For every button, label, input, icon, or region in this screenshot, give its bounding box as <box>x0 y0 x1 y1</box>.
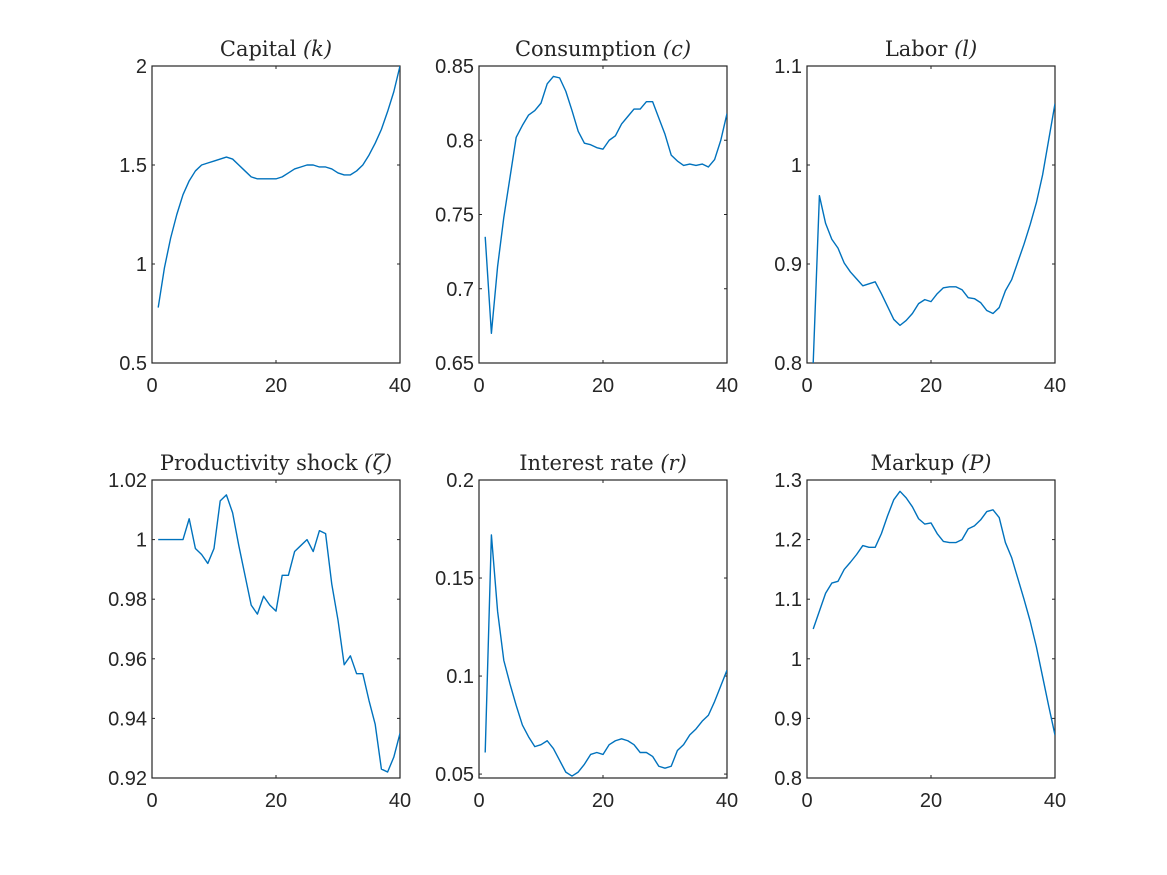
productivity-shock-ytick-label: 0.98 <box>108 589 147 611</box>
interest-rate-title-symbol: (r) <box>660 451 686 475</box>
labor-title-symbol: (l) <box>954 37 977 61</box>
productivity-shock-ytick-label: 0.94 <box>108 708 147 730</box>
interest-rate-xtick-label: 40 <box>716 790 738 812</box>
markup-ytick-label: 0.9 <box>774 708 802 730</box>
markup-panel: Markup (P) 0 20 40 0.8 0.9 1 1.1 1.2 1.3 <box>774 451 1066 812</box>
capital-title-text: Capital <box>220 37 303 61</box>
interest-rate-title-text: Interest rate <box>519 451 660 475</box>
productivity-shock-series-line <box>158 494 400 773</box>
labor-ytick-label: 0.9 <box>774 254 802 276</box>
consumption-title-symbol: (c) <box>663 37 691 61</box>
labor-xtick-label: 20 <box>920 375 942 397</box>
markup-title: Markup (P) <box>871 451 992 475</box>
labor-ytick-label: 1 <box>791 155 802 177</box>
markup-ytick-label: 0.8 <box>774 768 802 790</box>
consumption-title: Consumption (c) <box>515 37 691 61</box>
markup-ytick-label: 1.1 <box>774 589 802 611</box>
capital-ytick-label: 1.5 <box>119 155 147 177</box>
productivity-shock-title-symbol: (ζ) <box>364 451 392 475</box>
capital-title-symbol: (k) <box>303 37 332 61</box>
capital-ytick-label: 2 <box>136 56 147 78</box>
consumption-series-line <box>484 75 727 334</box>
capital-xtick-label: 20 <box>265 375 287 397</box>
consumption-ytick-label: 0.65 <box>435 353 474 375</box>
markup-xtick-label: 0 <box>801 790 812 812</box>
productivity-shock-title: Productivity shock (ζ) <box>160 451 392 475</box>
consumption-panel: Consumption (c) 0 20 40 0.65 0.7 0.75 0.8 0.85 <box>435 37 738 397</box>
productivity-shock-xtick-label: 0 <box>146 790 157 812</box>
labor-title-text: Labor <box>885 37 954 61</box>
consumption-ytick-label: 0.75 <box>435 205 474 227</box>
interest-rate-xtick-label: 0 <box>473 790 484 812</box>
interest-rate-title: Interest rate (r) <box>519 451 687 475</box>
markup-xtick-label: 40 <box>1044 790 1066 812</box>
subplot-grid: Capital (k) 0 20 40 0.5 1 1.5 2 Consumption (c) 0… <box>108 37 1066 812</box>
markup-ytick-label: 1.2 <box>774 530 802 552</box>
capital-ytick-label: 0.5 <box>119 353 147 375</box>
productivity-shock-panel: Productivity shock (ζ) 0 20 40 0.92 0.94 0.96 0… <box>108 451 411 812</box>
productivity-shock-title-text: Productivity shock <box>160 451 364 475</box>
interest-rate-panel: Interest rate (r) 0 20 40 0.05 0.1 0.15 0.2 <box>435 451 738 812</box>
productivity-shock-ytick-label: 0.96 <box>108 649 147 671</box>
consumption-ytick-label: 0.7 <box>446 279 474 301</box>
interest-rate-ytick-label: 0.1 <box>446 666 474 688</box>
capital-title: Capital (k) <box>220 37 332 61</box>
consumption-xtick-label: 0 <box>473 375 484 397</box>
markup-title-text: Markup <box>871 451 961 475</box>
labor-xtick-label: 0 <box>801 375 812 397</box>
interest-rate-ytick-label: 0.05 <box>435 764 474 786</box>
interest-rate-series-line <box>484 534 727 777</box>
productivity-shock-ytick-label: 0.92 <box>108 768 147 790</box>
markup-xtick-label: 20 <box>920 790 942 812</box>
capital-xtick-label: 40 <box>389 375 411 397</box>
capital-panel: Capital (k) 0 20 40 0.5 1 1.5 2 <box>119 37 411 397</box>
labor-ytick-label: 0.8 <box>774 353 802 375</box>
interest-rate-ytick-label: 0.15 <box>435 568 474 590</box>
labor-ytick-label: 1.1 <box>774 56 802 78</box>
interest-rate-xtick-label: 20 <box>592 790 614 812</box>
markup-series-line <box>812 490 1055 736</box>
capital-series-line <box>157 66 400 308</box>
consumption-ytick-label: 0.85 <box>435 56 474 78</box>
markup-ytick-label: 1 <box>791 649 802 671</box>
consumption-ytick-label: 0.8 <box>446 130 474 152</box>
consumption-xtick-label: 20 <box>592 375 614 397</box>
markup-title-symbol: (P) <box>961 451 992 475</box>
labor-panel: Labor (l) 0 20 40 0.8 0.9 1 1.1 <box>774 37 1066 397</box>
consumption-title-text: Consumption <box>515 37 663 61</box>
consumption-xtick-label: 40 <box>716 375 738 397</box>
labor-xtick-label: 40 <box>1044 375 1066 397</box>
labor-series-line <box>812 103 1055 363</box>
markup-ytick-label: 1.3 <box>774 470 802 492</box>
productivity-shock-xtick-label: 20 <box>265 790 287 812</box>
capital-xtick-label: 0 <box>146 375 157 397</box>
productivity-shock-ytick-label: 1 <box>136 530 147 552</box>
productivity-shock-xtick-label: 40 <box>389 790 411 812</box>
capital-ytick-label: 1 <box>136 254 147 276</box>
labor-title: Labor (l) <box>885 37 977 61</box>
productivity-shock-ytick-label: 1.02 <box>108 470 147 492</box>
interest-rate-ytick-label: 0.2 <box>446 470 474 492</box>
